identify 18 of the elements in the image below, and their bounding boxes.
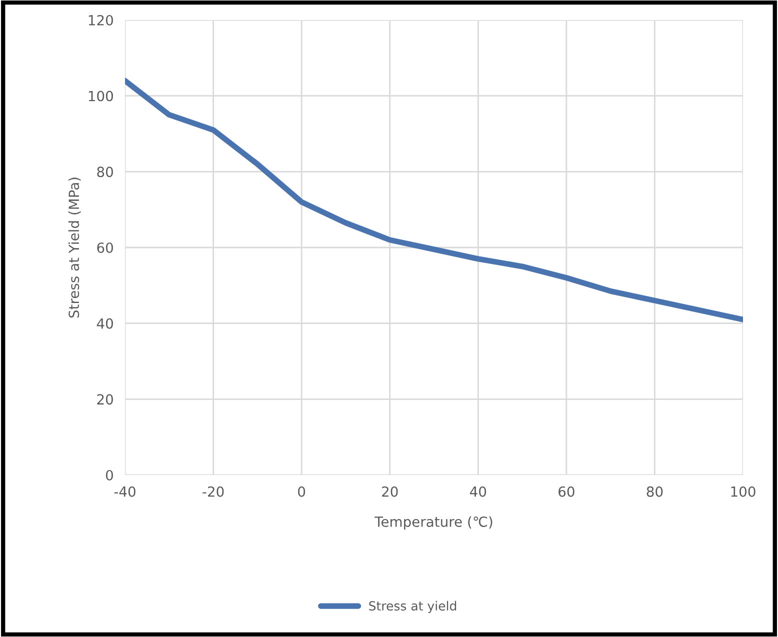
y-tick-label: 40 xyxy=(96,318,113,329)
y-tick-label: 80 xyxy=(97,166,113,178)
x-tick-label: 40 xyxy=(470,486,486,497)
y-tick-label: 100 xyxy=(88,90,113,102)
x-tick-label: 20 xyxy=(382,486,398,497)
x-tick-label: 60 xyxy=(558,486,574,497)
legend-label: Stress at yield xyxy=(369,600,456,614)
y-tick-label: 20 xyxy=(97,394,113,405)
y-axis-title: Stress at Yield (MPa) xyxy=(68,178,81,318)
x-tick-label: -40 xyxy=(114,486,136,497)
x-axis-title: Temperature (℃) xyxy=(374,516,492,530)
x-tick-label: 0 xyxy=(298,486,306,497)
x-tick-label: 80 xyxy=(646,486,663,497)
x-tick-label: -20 xyxy=(202,486,224,497)
y-tick-label: 60 xyxy=(97,242,113,253)
x-tick-label: 100 xyxy=(731,486,756,497)
y-tick-label: 0 xyxy=(106,470,113,480)
y-tick-label: 120 xyxy=(88,14,113,26)
